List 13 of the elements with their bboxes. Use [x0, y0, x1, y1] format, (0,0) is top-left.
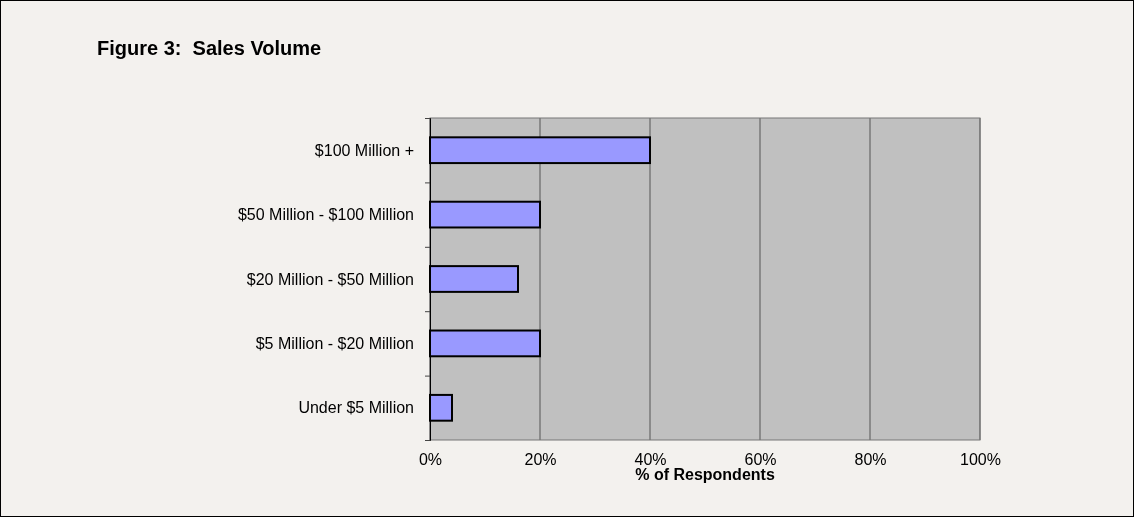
x-tick-label: 0%: [418, 451, 443, 469]
x-tick-label: 20%: [524, 451, 557, 469]
y-tick-label: $20 Million - $50 Million: [246, 270, 414, 288]
y-tick-label: Under $5 Million: [298, 399, 414, 417]
x-axis-title: % of Respondents: [635, 466, 775, 483]
x-tick-label: 40%: [634, 451, 667, 469]
x-tick-label: 100%: [960, 451, 1001, 469]
y-tick-label: $5 Million - $20 Million: [255, 335, 414, 352]
x-tick-label: 60%: [744, 451, 777, 469]
y-tick-label: $100 Million +: [314, 141, 414, 159]
y-tick-label: $50 Million - $100 Million: [237, 206, 414, 224]
text: Figure 3: Sales Volume: [97, 37, 322, 59]
x-tick-label: 80%: [854, 451, 887, 469]
